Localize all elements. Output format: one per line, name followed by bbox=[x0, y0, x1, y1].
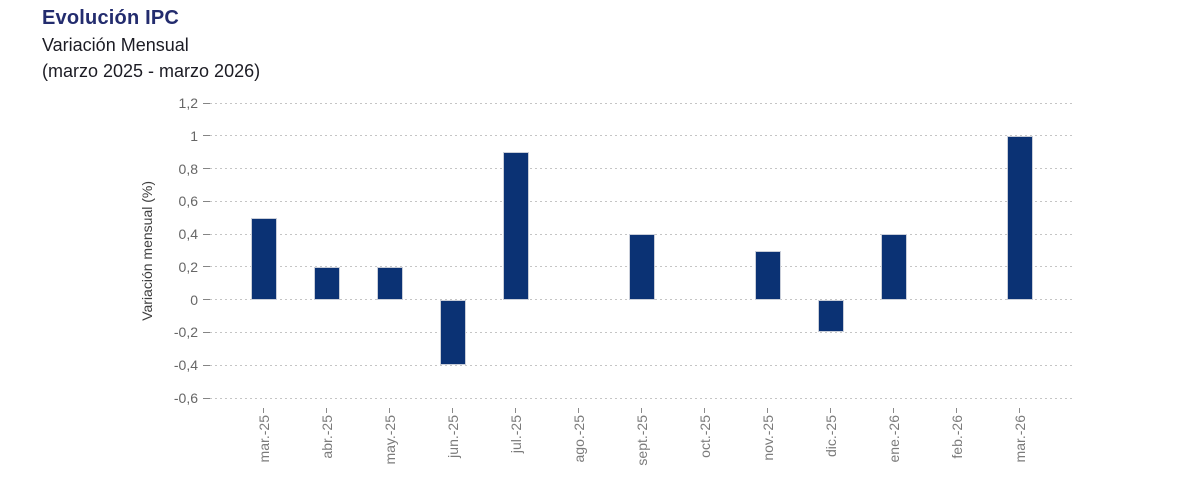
x-tick-mark bbox=[452, 408, 453, 413]
bar-ene.-26 bbox=[880, 234, 907, 300]
x-tick-mark bbox=[641, 408, 642, 413]
y-tick-mark bbox=[203, 299, 210, 301]
x-tick-label-dic.-25: dic.-25 bbox=[822, 415, 839, 458]
y-tick-mark bbox=[203, 168, 210, 170]
y-tick-label: 0,8 bbox=[178, 160, 198, 177]
x-tick-label-ago.-25: ago.-25 bbox=[570, 415, 587, 463]
x-tick-label-jul.-25: jul.-25 bbox=[507, 415, 524, 454]
y-tick-label: 0,4 bbox=[178, 226, 198, 243]
gridline-y-0 bbox=[210, 299, 1073, 301]
x-tick-mark bbox=[830, 408, 831, 413]
x-tick-mark bbox=[326, 408, 327, 413]
y-tick-label: 1,2 bbox=[178, 95, 198, 111]
y-tick-label: -0,6 bbox=[173, 390, 198, 406]
y-tick-label: -0,4 bbox=[173, 357, 198, 374]
chart-subtitle: Variación Mensual bbox=[42, 35, 189, 55]
x-tick-label-jun.-25: jun.-25 bbox=[444, 415, 461, 458]
bar-jun.-25 bbox=[439, 299, 466, 366]
bar-jul.-25 bbox=[502, 152, 529, 300]
bar-nov.-25 bbox=[754, 250, 781, 300]
x-tick-label-feb.-26: feb.-26 bbox=[948, 415, 965, 459]
y-tick-label: 0,2 bbox=[178, 258, 198, 275]
y-tick-mark bbox=[203, 364, 210, 366]
bar-abr.-25 bbox=[313, 266, 340, 300]
y-tick-label: 0,6 bbox=[178, 193, 198, 210]
y-tick-mark bbox=[203, 266, 210, 268]
x-tick-label-nov.-25: nov.-25 bbox=[759, 415, 776, 461]
x-tick-label-mar.-25: mar.-25 bbox=[255, 415, 272, 463]
x-tick-label-mar.-26: mar.-26 bbox=[1011, 415, 1028, 463]
x-tick-mark bbox=[893, 408, 894, 413]
x-tick-label-abr.-25: abr.-25 bbox=[318, 415, 335, 459]
gridline-y-0,8 bbox=[210, 168, 1073, 170]
bar-sept.-25 bbox=[628, 234, 655, 300]
gridline-y-0,6 bbox=[210, 200, 1073, 202]
x-tick-label-oct.-25: oct.-25 bbox=[696, 415, 713, 458]
y-tick-mark bbox=[203, 397, 210, 399]
gridline-y--0,4 bbox=[210, 364, 1073, 366]
bar-mar.-26 bbox=[1006, 135, 1033, 300]
x-tick-mark bbox=[263, 408, 264, 413]
bar-dic.-25 bbox=[817, 299, 844, 333]
chart-header: Evolución IPC Variación Mensual (marzo 2… bbox=[42, 5, 260, 84]
x-tick-mark bbox=[704, 408, 705, 413]
plot-area: 1,2 1 0,8 0,6 0,4 0,2 0 -0,2 -0,4 -0,6 mar.-25 abr.… bbox=[174, 95, 1073, 466]
bar-may.-25 bbox=[376, 266, 403, 300]
x-tick-label-ene.-26: ene.-26 bbox=[885, 415, 902, 463]
bar-mar.-25 bbox=[250, 217, 277, 300]
gridline-y--0,6 bbox=[210, 397, 1073, 399]
y-tick-mark bbox=[203, 135, 210, 137]
gridline-y-1 bbox=[210, 135, 1073, 137]
y-tick-mark bbox=[203, 331, 210, 333]
x-tick-mark bbox=[578, 408, 579, 413]
y-tick-mark bbox=[203, 200, 210, 202]
y-tick-label: 1 bbox=[190, 127, 198, 144]
x-tick-label-sept.-25: sept.-25 bbox=[633, 415, 650, 466]
x-tick-mark bbox=[515, 408, 516, 413]
x-tick-label-may.-25: may.-25 bbox=[381, 415, 398, 465]
gridline-y--0,2 bbox=[210, 331, 1073, 333]
y-tick-mark bbox=[203, 102, 210, 104]
y-tick-label: 0 bbox=[190, 291, 198, 308]
chart-title: Evolución IPC bbox=[42, 7, 180, 29]
gridline-y-1,2 bbox=[210, 102, 1073, 104]
y-tick-label: -0,2 bbox=[173, 324, 198, 341]
x-tick-mark bbox=[956, 408, 957, 413]
y-tick-mark bbox=[203, 233, 210, 235]
chart-date-range: (marzo 2025 - marzo 2026) bbox=[42, 61, 261, 81]
x-tick-mark bbox=[1019, 408, 1020, 413]
x-tick-mark bbox=[389, 408, 390, 413]
x-tick-mark bbox=[767, 408, 768, 413]
y-axis-label: Variación mensual (%) bbox=[138, 103, 156, 398]
